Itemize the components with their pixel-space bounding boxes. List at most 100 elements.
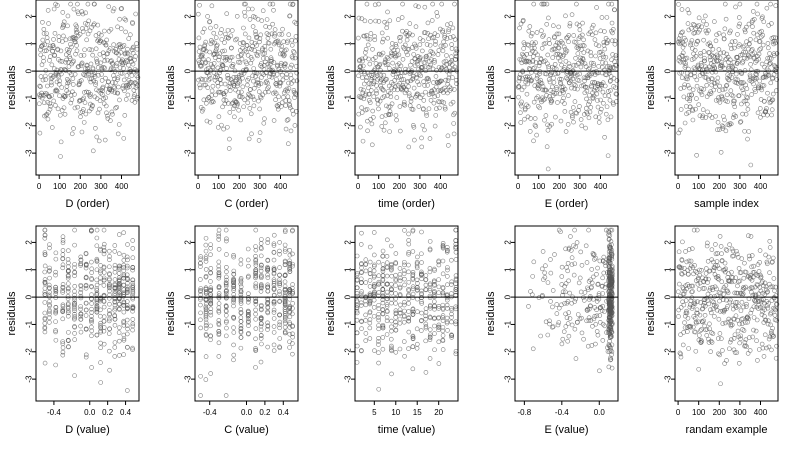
panel-time-value-point: [389, 345, 394, 351]
panel-c-value-point: [231, 297, 236, 303]
panel-time-value-point: [419, 328, 424, 333]
panel-e-value-point: [606, 327, 611, 332]
panel-time-order-point: [424, 53, 429, 59]
panel-e-order-point: [608, 114, 614, 120]
panel-time-order-point: [379, 124, 385, 129]
panel-sample-index-point: [695, 24, 700, 29]
panel-time-order-point: [358, 63, 364, 69]
panel-d-value-point: [125, 388, 130, 393]
panel-time-value-point: [367, 310, 373, 316]
panel-c-value-x-tick-label: 0.2: [259, 408, 271, 417]
panel-e-order-point: [519, 99, 524, 105]
panel-c-value-point: [271, 279, 277, 284]
panel-sample-index-point: [774, 77, 780, 82]
panel-time-order-point: [412, 137, 417, 143]
panel-time-order-point: [395, 82, 401, 88]
panel-e-order-x-tick-label: 200: [553, 182, 567, 191]
panel-d-value-point: [65, 302, 71, 307]
panel-time-value-point: [393, 272, 398, 278]
panel-time-order-point: [410, 123, 416, 128]
panel-sample-index-x-tick-label: 200: [713, 182, 727, 191]
panel-time-value-point: [372, 348, 377, 353]
panel-random-example-point: [747, 335, 752, 340]
panel-time-order-point: [384, 21, 390, 27]
panel-d-order-point: [42, 48, 47, 54]
panel-d-order-point: [58, 139, 64, 145]
panel-c-value-point: [224, 264, 229, 270]
panel-random-example-point: [733, 300, 738, 305]
panel-d-value-point: [130, 308, 135, 314]
panel-random-example-point: [699, 339, 705, 344]
panel-sample-index-point: [688, 72, 693, 78]
panel-time-value-y-tick-label: -1: [344, 320, 353, 328]
panel-time-value-point: [401, 313, 407, 319]
panel-time-order-point: [406, 144, 412, 150]
panel-c-value-point: [277, 279, 282, 285]
panel-c-order-point: [279, 44, 285, 49]
panel-time-order-point: [380, 36, 386, 42]
panel-sample-index-point: [684, 55, 690, 61]
panel-d-order-point: [117, 65, 123, 71]
panel-e-order-point: [580, 32, 585, 38]
panel-random-example-point: [707, 326, 712, 332]
panel-d-order-point: [123, 97, 129, 102]
panel-time-order-point: [420, 65, 425, 70]
panel-e-order-point: [571, 62, 577, 68]
panel-d-order-point: [51, 37, 56, 42]
panel-c-order-point: [214, 42, 220, 48]
panel-d-order-point: [39, 43, 45, 49]
panel-time-order-point: [450, 25, 456, 31]
panel-random-example-point: [688, 258, 694, 264]
panel-e-order-point: [593, 53, 598, 59]
panel-d-order-point: [113, 105, 118, 111]
panel-e-order-y-tick-label: -3: [504, 149, 513, 157]
panel-e-order-point: [569, 12, 575, 17]
panel-e-order-point: [529, 70, 534, 75]
panel-e-value-x-tick-label: 0.0: [594, 408, 606, 417]
panel-random-example-point: [712, 294, 717, 299]
panel-c-order-point: [267, 1, 273, 7]
panel-time-value-point: [384, 264, 390, 270]
panel-c-value-point: [287, 252, 293, 258]
panel-d-value-point: [60, 339, 65, 344]
panel-random-example-point: [712, 265, 718, 271]
panel-time-value-point: [371, 282, 377, 287]
panel-time-order-point: [443, 58, 449, 64]
panel-time-value-point: [393, 315, 398, 320]
panel-sample-index-point: [694, 96, 699, 101]
panel-random-example-point: [759, 341, 765, 347]
panel-c-value-point: [216, 273, 222, 279]
panel-time-order-point: [372, 37, 378, 43]
panel-random-example-point: [709, 247, 715, 252]
panel-e-order-point: [567, 80, 572, 86]
panel-d-order-point: [132, 92, 137, 97]
panel-random-example-point: [700, 303, 706, 308]
panel-time-value-point: [358, 242, 364, 247]
panel-sample-index-point: [724, 92, 730, 98]
panel-c-value-point: [198, 286, 204, 291]
panel-d-value-point: [78, 314, 83, 319]
panel-e-order-point: [607, 97, 613, 103]
panel-d-order-point: [121, 136, 127, 141]
panel-time-value-point: [376, 306, 382, 312]
panel-time-value-frame: [354, 225, 459, 402]
panel-d-order-point: [55, 106, 61, 112]
panel-random-example-point: [676, 249, 682, 255]
panel-time-value-point: [432, 289, 437, 294]
panel-time-order-point: [364, 106, 370, 112]
panel-d-order-point: [39, 44, 44, 49]
panel-random-example-point: [692, 299, 698, 305]
panel-time-value-point: [440, 347, 446, 352]
panel-e-value-point: [548, 257, 553, 262]
panel-time-order-point: [400, 56, 406, 62]
panel-time-value-point: [440, 243, 446, 248]
panel-time-order-point: [433, 84, 439, 90]
panel-random-example-point: [693, 329, 698, 335]
panel-c-value-point: [253, 244, 258, 249]
panel-d-value-point: [72, 337, 77, 342]
panel-d-value-point: [42, 316, 48, 322]
panel-c-value-point: [208, 279, 213, 284]
panel-c-value-point: [223, 227, 229, 233]
panel-time-value-point: [410, 311, 416, 317]
